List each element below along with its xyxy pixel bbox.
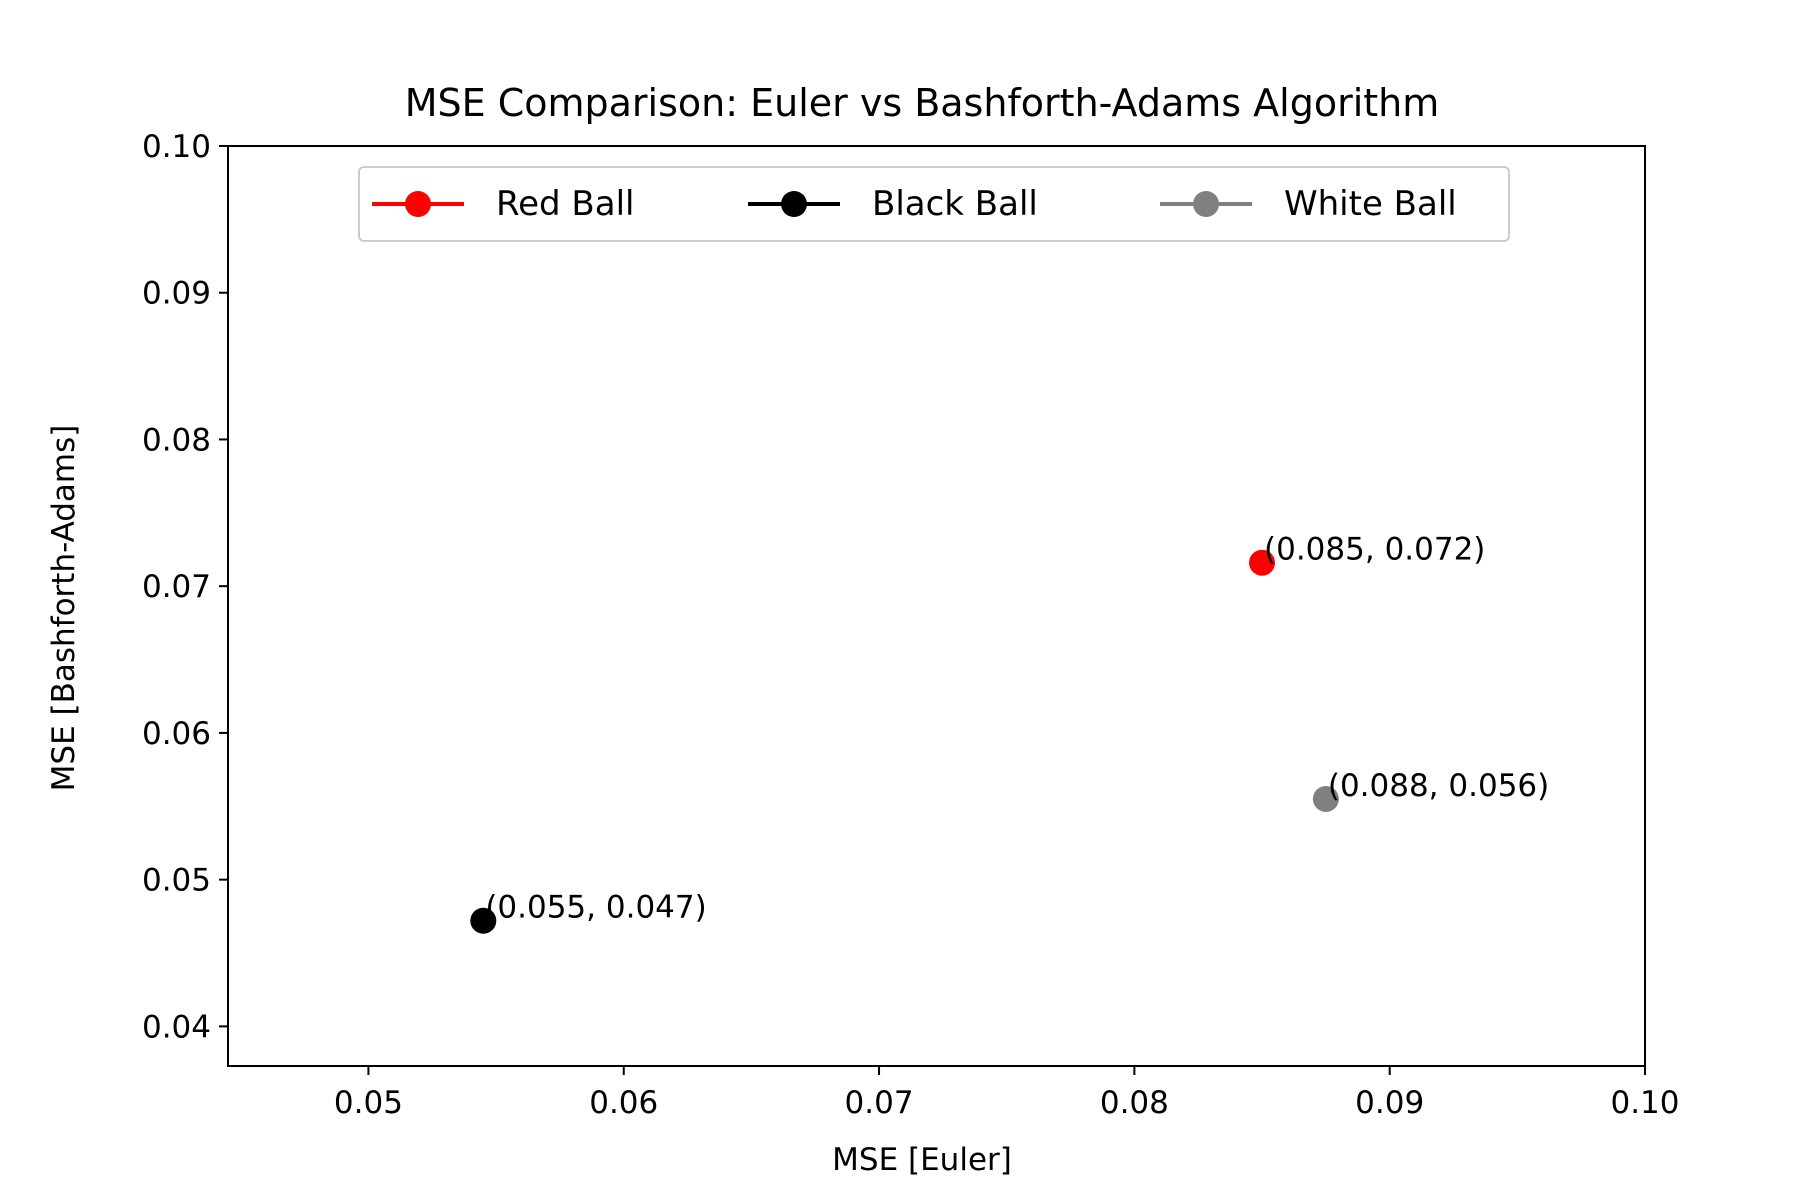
legend-box: [358, 166, 1510, 242]
x-axis-label: MSE [Euler]: [832, 1142, 1012, 1178]
x-tick-label: 0.10: [1610, 1085, 1679, 1121]
x-tick-label: 0.09: [1355, 1085, 1424, 1121]
chart-title: MSE Comparison: Euler vs Bashforth-Adams…: [405, 81, 1440, 125]
data-label: (0.085, 0.072): [1264, 532, 1485, 568]
data-label: (0.055, 0.047): [485, 890, 706, 926]
legend-marker: [405, 191, 431, 217]
y-tick-label: 0.07: [142, 569, 211, 605]
y-axis-label: MSE [Bashforth-Adams]: [46, 425, 82, 792]
plot-frame: [227, 145, 1646, 1067]
legend-marker: [1193, 191, 1219, 217]
legend-label: White Ball: [1284, 184, 1457, 224]
y-tick-label: 0.05: [142, 863, 211, 899]
y-tick-label: 0.10: [142, 129, 211, 165]
y-tick-label: 0.06: [142, 716, 211, 752]
y-tick-label: 0.09: [142, 276, 211, 312]
x-tick-label: 0.05: [334, 1085, 403, 1121]
data-point-red-ball: [1249, 549, 1276, 576]
x-tick-label: 0.07: [845, 1085, 914, 1121]
legend-label: Red Ball: [496, 184, 634, 224]
data-point-white-ball: [1312, 785, 1339, 812]
data-point-black-ball: [470, 907, 497, 934]
x-tick-label: 0.06: [589, 1085, 658, 1121]
y-tick-label: 0.08: [142, 422, 211, 458]
legend-label: Black Ball: [872, 184, 1038, 224]
y-tick-label: 0.04: [142, 1009, 211, 1045]
x-tick-label: 0.08: [1100, 1085, 1169, 1121]
legend-marker: [781, 191, 807, 217]
data-label: (0.088, 0.056): [1328, 768, 1549, 804]
